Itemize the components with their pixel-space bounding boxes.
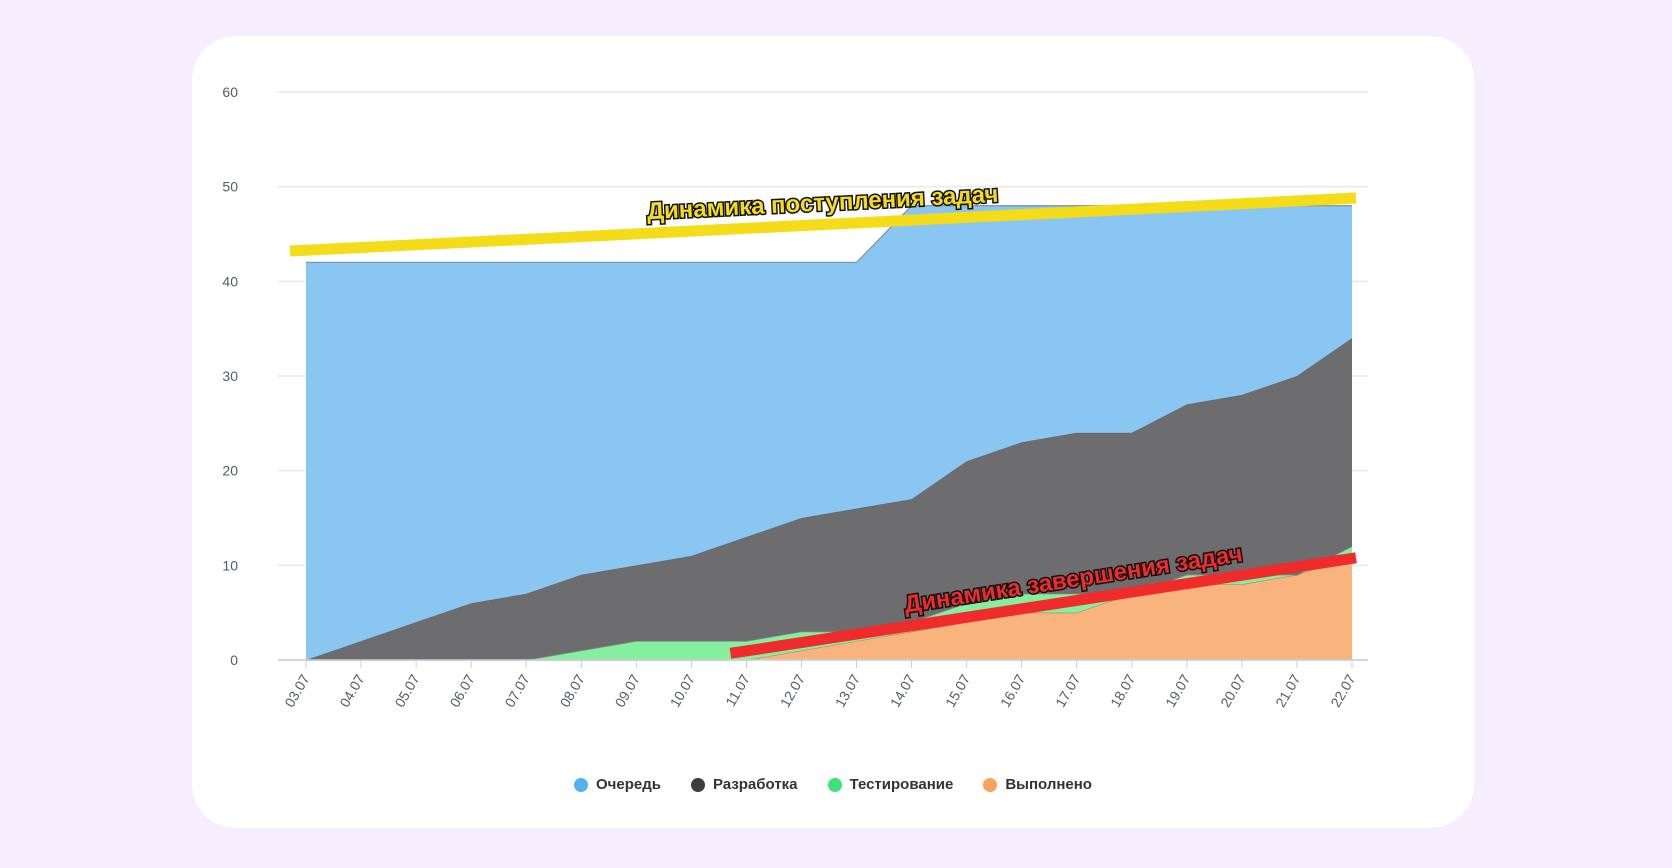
- x-tick-label: 03.07: [281, 671, 312, 710]
- y-tick-label: 60: [222, 84, 238, 100]
- x-tick-label: 10.07: [667, 671, 698, 710]
- x-tick-label: 16.07: [997, 671, 1028, 710]
- y-tick-label: 40: [222, 273, 238, 289]
- x-tick-label: 19.07: [1162, 671, 1193, 710]
- chart-legend: Очередь Разработка Тестирование Выполнено: [192, 776, 1474, 793]
- chart-card: 0 10 20 30 40 50 60 03.07 04.07 05.07 06.07 07.07 08…: [192, 36, 1474, 828]
- cumulative-flow-chart: 0 10 20 30 40 50 60 03.07 04.07 05.07 06.07 07.07 08…: [222, 84, 1368, 710]
- area-3: [306, 205, 1352, 660]
- legend-item[interactable]: Тестирование: [827, 776, 954, 793]
- x-tick-label: 04.07: [336, 671, 367, 710]
- x-tick-label: 12.07: [777, 671, 808, 710]
- area-0: [306, 555, 1352, 660]
- x-tick-label: 05.07: [391, 671, 422, 710]
- x-tick-label: 06.07: [446, 671, 477, 710]
- x-tick-label: 18.07: [1107, 671, 1138, 710]
- y-tick-label: 30: [222, 368, 238, 384]
- legend-marker: [827, 777, 842, 792]
- legend-label: Очередь: [596, 776, 661, 793]
- legend-marker: [983, 777, 998, 792]
- legend-clip: [192, 794, 1474, 828]
- x-tick-label: 09.07: [612, 671, 643, 710]
- y-tick-label: 0: [230, 652, 238, 668]
- x-tick-label: 15.07: [942, 671, 973, 710]
- y-tick-label: 20: [222, 463, 238, 479]
- legend-marker: [574, 777, 589, 792]
- y-tick-label: 50: [222, 179, 238, 195]
- x-tick-label: 20.07: [1217, 671, 1248, 710]
- legend-label: Выполнено: [1005, 776, 1092, 793]
- legend-item[interactable]: Очередь: [574, 776, 661, 793]
- legend-label: Тестирование: [849, 776, 954, 793]
- x-tick-label: 17.07: [1052, 671, 1083, 710]
- annotation-line-1: [729, 552, 1357, 659]
- x-tick-label: 13.07: [832, 671, 863, 710]
- x-tick-label: 08.07: [556, 671, 587, 710]
- x-tick-label: 22.07: [1327, 671, 1358, 710]
- annotation-line-0: [289, 192, 1357, 257]
- x-tick-label: 21.07: [1272, 671, 1303, 710]
- x-tick-label: 14.07: [887, 671, 918, 710]
- x-tick-label: 11.07: [722, 671, 753, 709]
- y-tick-label: 10: [222, 557, 238, 573]
- x-tick-label: 07.07: [501, 671, 532, 710]
- legend-marker: [690, 777, 705, 792]
- legend-item[interactable]: Выполнено: [983, 776, 1092, 793]
- legend-label: Разработка: [712, 776, 798, 793]
- legend-item[interactable]: Разработка: [690, 776, 798, 793]
